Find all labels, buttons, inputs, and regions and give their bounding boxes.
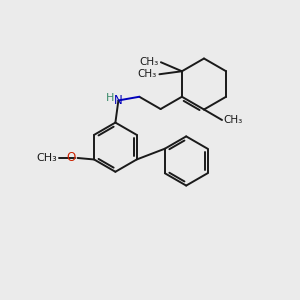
- Text: CH₃: CH₃: [224, 115, 243, 125]
- Text: O: O: [66, 152, 75, 164]
- Text: CH₃: CH₃: [138, 69, 157, 79]
- Text: H: H: [106, 93, 114, 103]
- Text: N: N: [114, 94, 123, 107]
- Text: CH₃: CH₃: [36, 153, 57, 163]
- Text: CH₃: CH₃: [139, 57, 158, 67]
